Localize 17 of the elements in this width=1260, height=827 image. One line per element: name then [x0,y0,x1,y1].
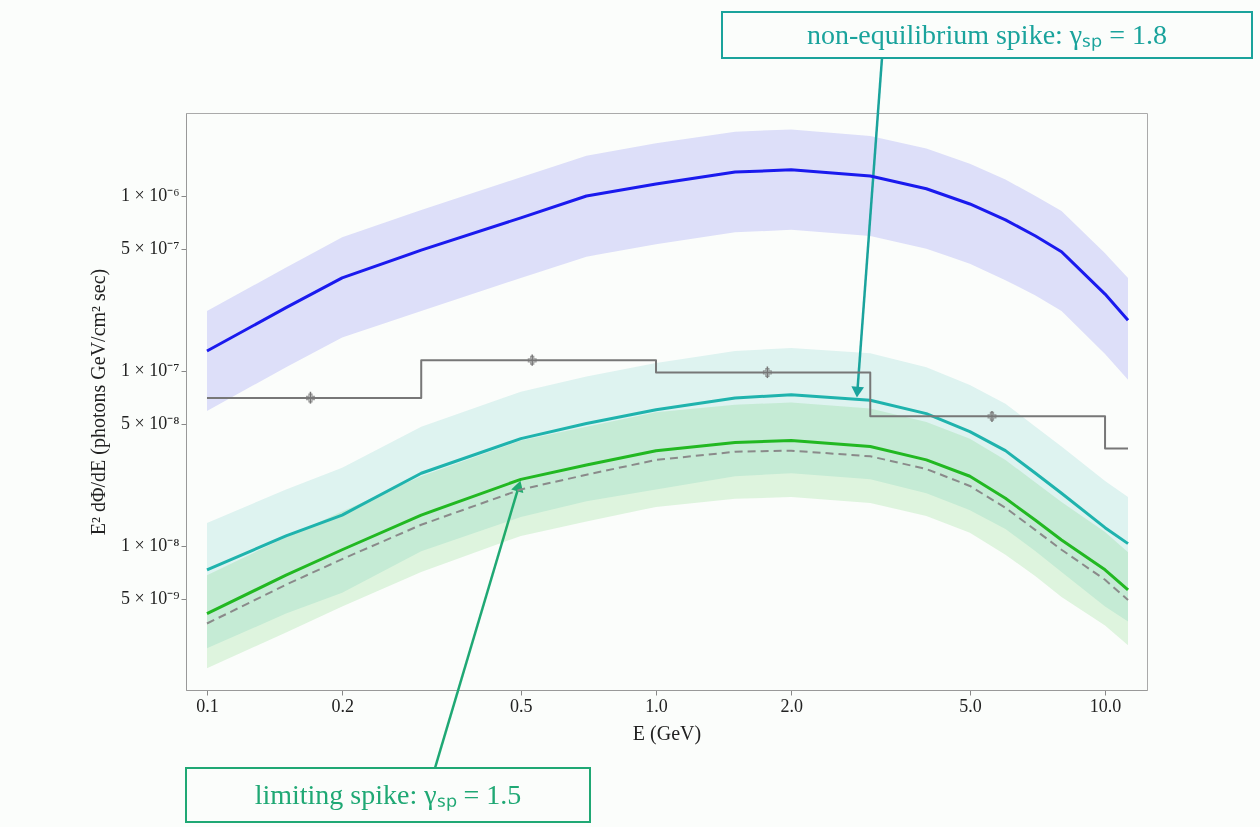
x-tick-label: 1.0 [645,695,668,716]
y-tick-label: 5 × 10⁻⁹ [121,588,180,609]
y-axis-title: E² dΦ/dE (photons GeV/cm² sec) [87,268,111,536]
x-tick-label: 0.2 [331,695,354,716]
x-tick-label: 2.0 [780,695,803,716]
x-tick-label: 10.0 [1089,695,1122,716]
y-tick-label: 1 × 10⁻⁸ [121,535,180,556]
annotation: non-equilibrium spike: γₛₚ = 1.8 [806,19,1168,51]
x-tick-label: 0.5 [510,695,533,716]
y-tick-label: 5 × 10⁻⁸ [121,413,180,434]
x-tick-label: 0.1 [196,695,219,716]
annotation: limiting spike: γₛₚ = 1.5 [254,779,522,811]
x-axis-title: E (GeV) [632,721,702,745]
y-tick-label: 1 × 10⁻⁶ [121,185,180,206]
y-tick-label: 1 × 10⁻⁷ [121,360,180,381]
x-tick-label: 5.0 [959,695,982,716]
y-tick-label: 5 × 10⁻⁷ [121,238,180,259]
